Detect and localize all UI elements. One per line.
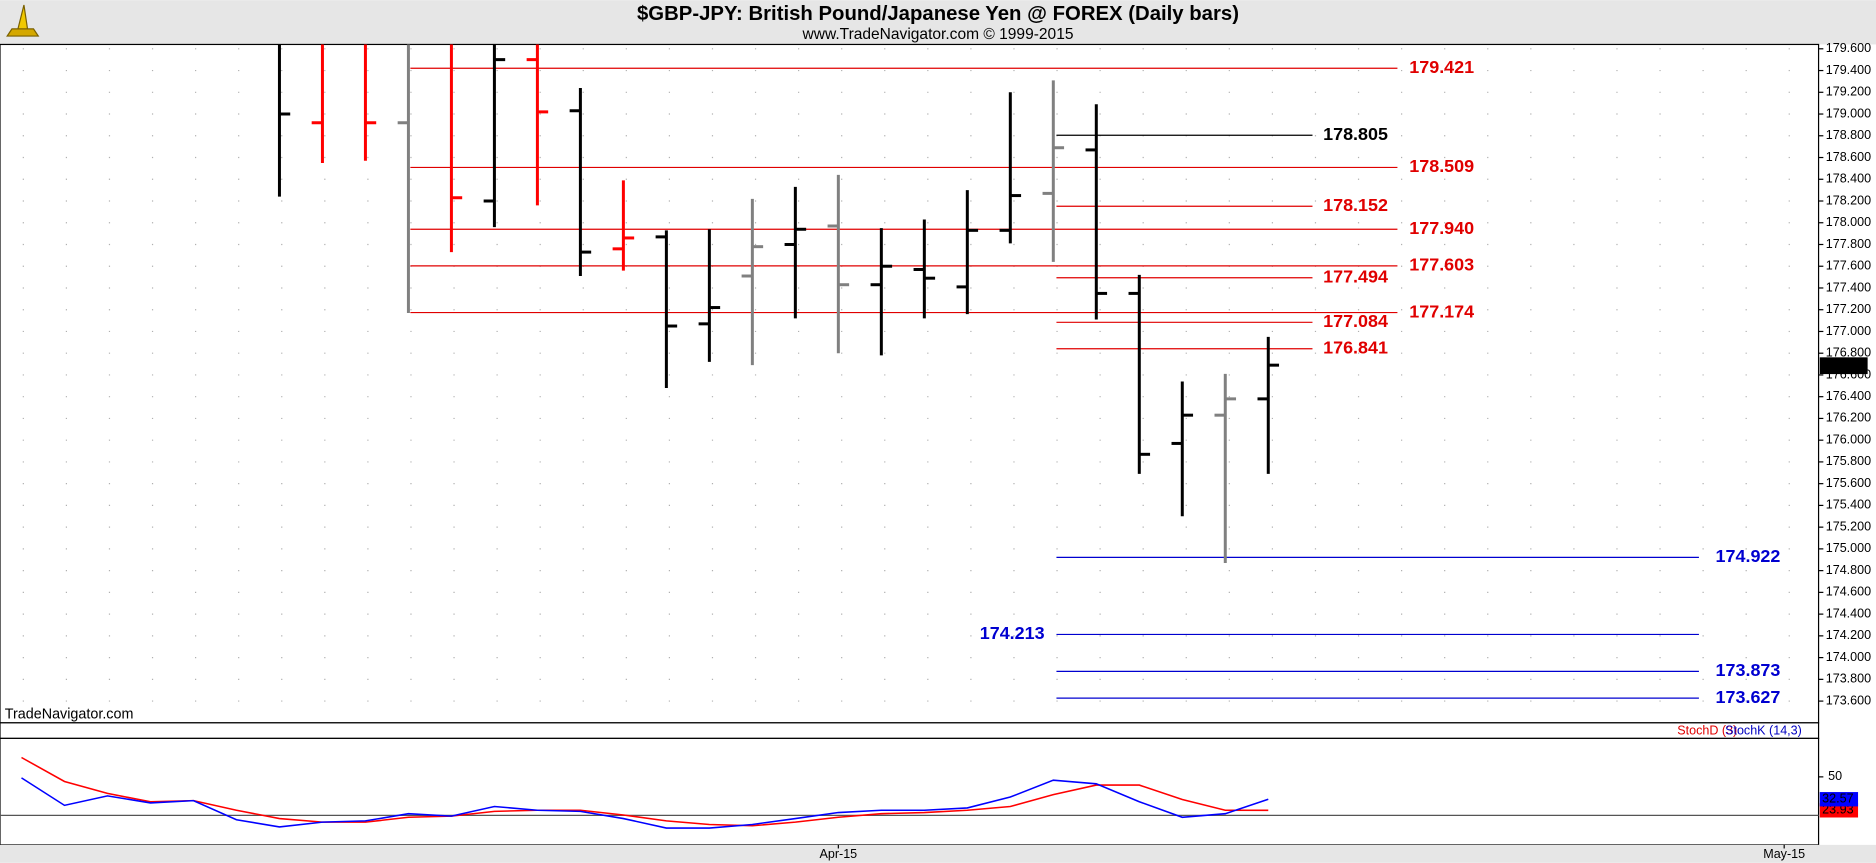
header-band xyxy=(0,0,1876,45)
x-tick-label: Apr-15 xyxy=(820,847,858,861)
y-tick-label: 174.000 xyxy=(1826,650,1871,664)
y-tick-label: 173.600 xyxy=(1826,693,1871,707)
y-tick-label: 176.400 xyxy=(1826,389,1871,403)
value-box-label: 32.57 xyxy=(1822,792,1853,806)
stoch-line xyxy=(21,756,1269,827)
level-label: 178.152 xyxy=(1323,195,1388,215)
y-tick-label: 173.800 xyxy=(1826,672,1871,686)
y-tick-label: 175.200 xyxy=(1826,519,1871,533)
y-tick-label: 176.800 xyxy=(1826,346,1871,360)
y-tick-label: 178.600 xyxy=(1826,150,1871,164)
level-label: 177.603 xyxy=(1409,255,1474,275)
y-tick-label: 175.000 xyxy=(1826,541,1871,555)
value-box xyxy=(1819,803,1859,818)
chart-title: $GBP-JPY: British Pound/Japanese Yen @ F… xyxy=(637,3,1239,25)
y-tick-label: 178.400 xyxy=(1826,172,1871,186)
y-tick-label: 178.000 xyxy=(1826,215,1871,229)
y-tick-label: 175.400 xyxy=(1826,498,1871,512)
y-tick-label: 179.600 xyxy=(1826,41,1871,55)
last-price-label: 176.685 xyxy=(1822,358,1867,372)
y-tick-label: 174.800 xyxy=(1826,563,1871,577)
bars xyxy=(277,44,1280,564)
legend-entry: StochK (14,3) xyxy=(1725,724,1802,738)
y-tick-label: 176.000 xyxy=(1826,432,1871,446)
x-axis-band xyxy=(0,844,1876,863)
watermark: TradeNavigator.com xyxy=(5,706,134,722)
stoch-panel xyxy=(0,737,1820,846)
y-tick-label: 177.600 xyxy=(1826,259,1871,273)
chart-subtitle: www.TradeNavigator.com © 1999-2015 xyxy=(802,26,1074,43)
legend-row xyxy=(0,722,1820,739)
y-tick-label: 50 xyxy=(1828,769,1842,783)
y-tick-label: 174.200 xyxy=(1826,628,1871,642)
y-tick-label: 178.800 xyxy=(1826,128,1871,142)
level-label: 173.627 xyxy=(1716,687,1781,707)
level-label: 176.841 xyxy=(1323,337,1388,357)
level-label: 177.084 xyxy=(1323,311,1388,331)
level-label: 177.940 xyxy=(1409,218,1474,238)
stoch-line xyxy=(21,777,1269,829)
level-label: 177.494 xyxy=(1323,266,1388,286)
y-tick-label: 175.600 xyxy=(1826,476,1871,490)
level-label: 174.922 xyxy=(1716,546,1781,566)
y-tick-label: 177.400 xyxy=(1826,280,1871,294)
y-tick-label: 179.400 xyxy=(1826,63,1871,77)
y-tick-label: 177.000 xyxy=(1826,324,1871,338)
y-tick-label: 176.200 xyxy=(1826,411,1871,425)
y-tick-label: 177.200 xyxy=(1826,302,1871,316)
level-label: 174.213 xyxy=(980,623,1045,643)
x-tick-label: May-15 xyxy=(1763,847,1805,861)
level-label: 173.873 xyxy=(1716,660,1781,680)
legend-entry: StochD (3) xyxy=(1677,724,1737,738)
price-panel xyxy=(0,43,1820,724)
y-tick-label: 175.800 xyxy=(1826,454,1871,468)
level-label: 178.805 xyxy=(1323,124,1388,144)
logo xyxy=(6,4,40,37)
y-tick-label: 178.200 xyxy=(1826,193,1871,207)
level-label: 177.174 xyxy=(1409,301,1474,321)
y-tick-label: 174.400 xyxy=(1826,606,1871,620)
level-label: 178.509 xyxy=(1409,156,1474,176)
y-tick-label: 179.200 xyxy=(1826,85,1871,99)
level-label: 179.421 xyxy=(1409,57,1474,77)
y-tick-label: 179.000 xyxy=(1826,106,1871,120)
y-tick-label: 177.800 xyxy=(1826,237,1871,251)
y-tick-label: 174.600 xyxy=(1826,585,1871,599)
value-box xyxy=(1819,792,1859,807)
last-price-box xyxy=(1819,357,1868,375)
